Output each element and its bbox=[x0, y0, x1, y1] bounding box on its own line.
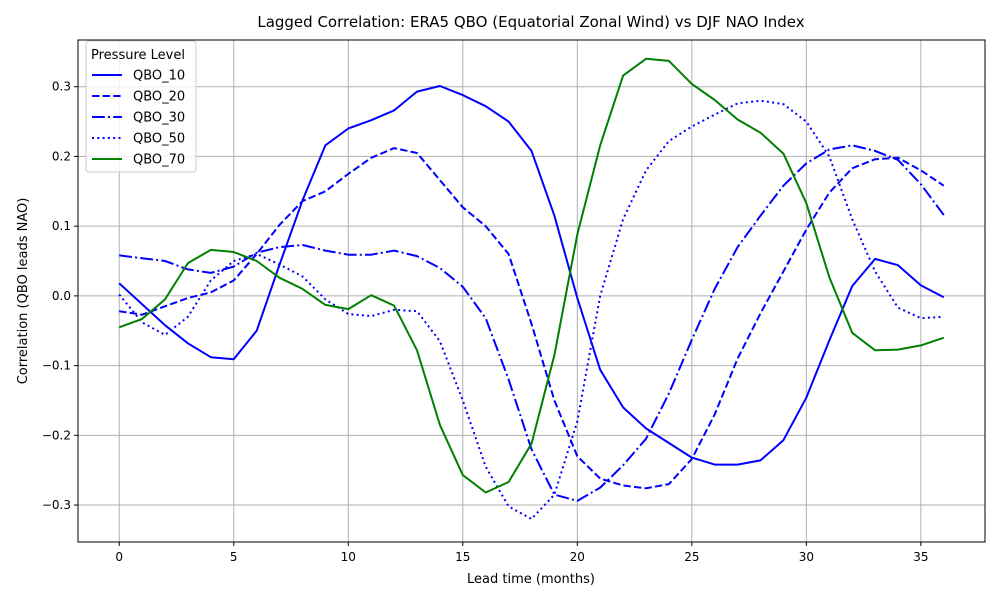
x-tick-label: 30 bbox=[799, 550, 814, 564]
x-axis: 0 5 10 15 20 25 30 35 bbox=[115, 542, 929, 564]
y-tick-label: −0.1 bbox=[42, 359, 71, 373]
y-tick-label: 0.1 bbox=[52, 219, 71, 233]
legend-label: QBO_70 bbox=[133, 153, 185, 168]
y-tick-label: −0.3 bbox=[42, 498, 71, 512]
legend-label: QBO_30 bbox=[133, 111, 185, 126]
legend-label: QBO_10 bbox=[133, 69, 185, 84]
legend-label: QBO_20 bbox=[133, 90, 185, 105]
y-tick-label: 0.3 bbox=[52, 80, 71, 94]
x-axis-label: Lead time (months) bbox=[467, 572, 595, 587]
series-line-qbo-70 bbox=[118, 57, 945, 494]
legend-label: QBO_50 bbox=[133, 132, 185, 147]
x-tick-label: 35 bbox=[913, 550, 928, 564]
plot-frame bbox=[77, 39, 986, 543]
x-tick-label: 0 bbox=[115, 550, 123, 564]
chart-title: Lagged Correlation: ERA5 QBO (Equatorial… bbox=[257, 13, 804, 31]
legend-box bbox=[85, 40, 197, 173]
x-tick-label: 5 bbox=[230, 550, 238, 564]
legend-title: Pressure Level bbox=[91, 48, 185, 63]
series-line-qbo-10 bbox=[118, 85, 945, 466]
y-tick-label: 0.2 bbox=[52, 149, 71, 163]
x-tick-label: 10 bbox=[341, 550, 356, 564]
grid bbox=[78, 40, 985, 542]
series-lines bbox=[118, 57, 945, 520]
series-line-qbo-30 bbox=[119, 144, 945, 502]
x-tick-label: 25 bbox=[684, 550, 699, 564]
series-line-qbo-20 bbox=[119, 147, 945, 490]
series-line-qbo-50 bbox=[118, 99, 944, 520]
x-tick-label: 15 bbox=[455, 550, 470, 564]
legend: Pressure Level QBO_10 QBO_20 QBO_30 QBO_50 Q… bbox=[85, 40, 197, 173]
y-tick-label: 0.0 bbox=[52, 289, 71, 303]
x-tick-label: 20 bbox=[570, 550, 585, 564]
y-axis-label: Correlation (QBO leads NAO) bbox=[16, 198, 31, 385]
y-axis: −0.3 −0.2 −0.1 0.0 0.1 0.2 0.3 bbox=[42, 80, 78, 512]
y-tick-label: −0.2 bbox=[42, 428, 71, 442]
